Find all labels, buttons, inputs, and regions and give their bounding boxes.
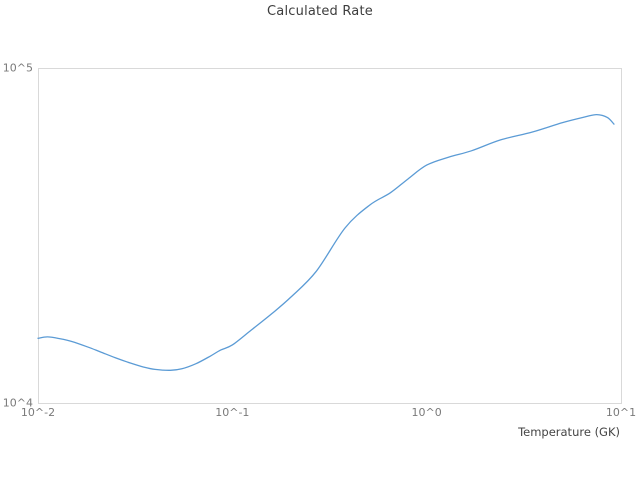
x-tick-label: 10^1 xyxy=(605,406,637,419)
y-tick-label: 10^5 xyxy=(2,61,33,75)
chart-title: Calculated Rate xyxy=(267,4,373,19)
x-tick-label: 10^-1 xyxy=(215,406,250,419)
rate-line-series xyxy=(37,113,615,371)
y-tick-label: 10^4 xyxy=(2,396,33,410)
x-tick-label: 10^-2 xyxy=(20,406,56,419)
plot-frame xyxy=(38,68,622,404)
x-tick-label: 10^0 xyxy=(411,406,442,419)
x-axis-label: Temperature (GK) xyxy=(518,425,620,439)
